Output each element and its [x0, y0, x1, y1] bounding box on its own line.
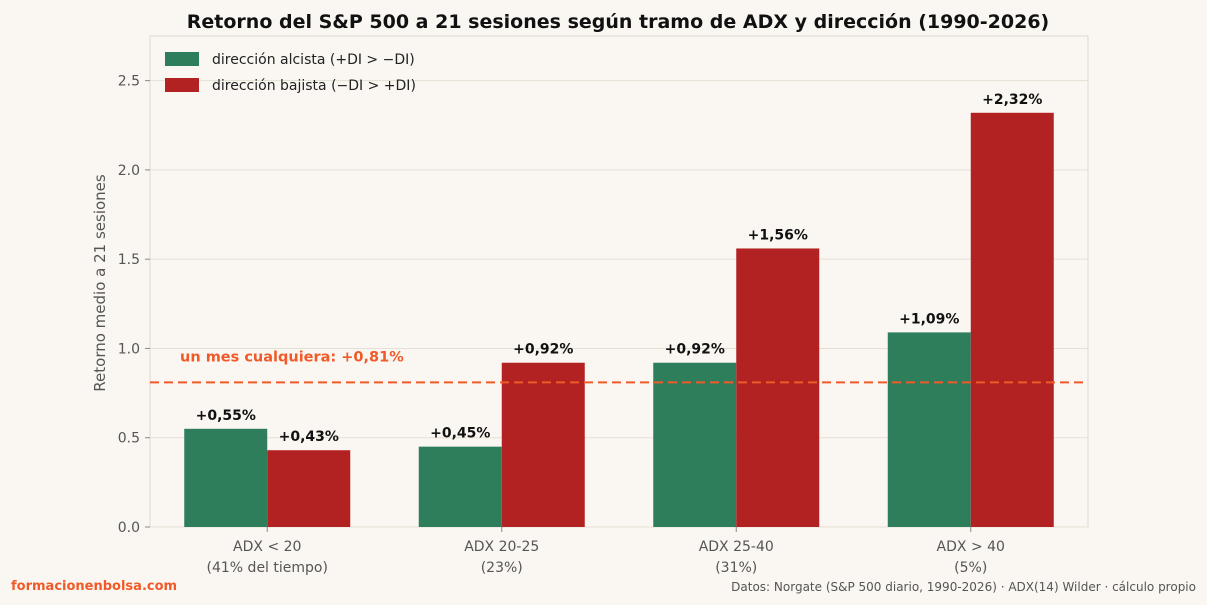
x-tick-label: (5%) [954, 560, 987, 576]
legend-label: dirección alcista (+DI > −DI) [212, 52, 415, 68]
y-tick-label: 2.0 [118, 163, 140, 179]
chart-title: Retorno del S&P 500 a 21 sesiones según … [187, 11, 1049, 33]
x-axis-ticks: ADX < 20 (41% del tiempo) ADX 20-25 (23%) AD… [207, 527, 1005, 576]
bar-value-label: +0,92% [513, 342, 573, 358]
x-tick-label: ADX > 40 [937, 539, 1005, 555]
x-tick-label: ADX < 20 [233, 539, 301, 555]
legend-swatch [165, 52, 199, 66]
bar-value-label: +0,43% [279, 429, 339, 445]
bar [501, 362, 585, 527]
source-note: Datos: Norgate (S&P 500 diario, 1990-202… [731, 580, 1196, 594]
legend: dirección alcista (+DI > −DI) dirección b… [165, 52, 416, 94]
y-axis-label: Retorno medio a 21 sesiones [91, 174, 109, 392]
bar-value-label: +0,55% [196, 408, 256, 424]
x-tick-label: ADX 20-25 [464, 539, 539, 555]
bar [653, 362, 737, 527]
x-tick-label: (23%) [481, 560, 523, 576]
reference-line-label: un mes cualquiera: +0,81% [180, 349, 404, 365]
value-labels: +0,55% +0,45% +0,92% +1,09% +0,43% +0,92% +1,5… [196, 92, 1043, 445]
y-tick-label: 2.5 [118, 74, 140, 90]
legend-label: dirección bajista (−DI > +DI) [212, 78, 416, 94]
y-tick-label: 0.0 [118, 520, 140, 536]
bar [418, 446, 502, 527]
reference-line-group: un mes cualquiera: +0,81% [150, 349, 1088, 384]
bar [736, 248, 820, 527]
bar-value-label: +0,45% [430, 426, 490, 442]
x-tick-label: (31%) [715, 560, 757, 576]
bars [184, 112, 1054, 528]
bar-value-label: +0,92% [665, 342, 725, 358]
bar-value-label: +1,56% [748, 227, 808, 243]
bar-value-label: +1,09% [899, 311, 959, 327]
bar [970, 112, 1054, 528]
bar-value-label: +2,32% [982, 92, 1042, 108]
y-tick-label: 0.5 [118, 431, 140, 447]
bar [184, 428, 268, 527]
brand-logo-text: formacionenbolsa.com [11, 579, 177, 594]
y-tick-label: 1.0 [118, 341, 140, 357]
y-tick-label: 1.5 [118, 252, 140, 268]
x-tick-label: (41% del tiempo) [207, 560, 328, 576]
x-tick-label: ADX 25-40 [699, 539, 774, 555]
bar [887, 332, 971, 527]
y-axis-ticks: 0.0 0.5 1.0 1.5 2.0 2.5 [118, 74, 150, 536]
bar [267, 450, 351, 527]
legend-swatch [165, 78, 199, 92]
